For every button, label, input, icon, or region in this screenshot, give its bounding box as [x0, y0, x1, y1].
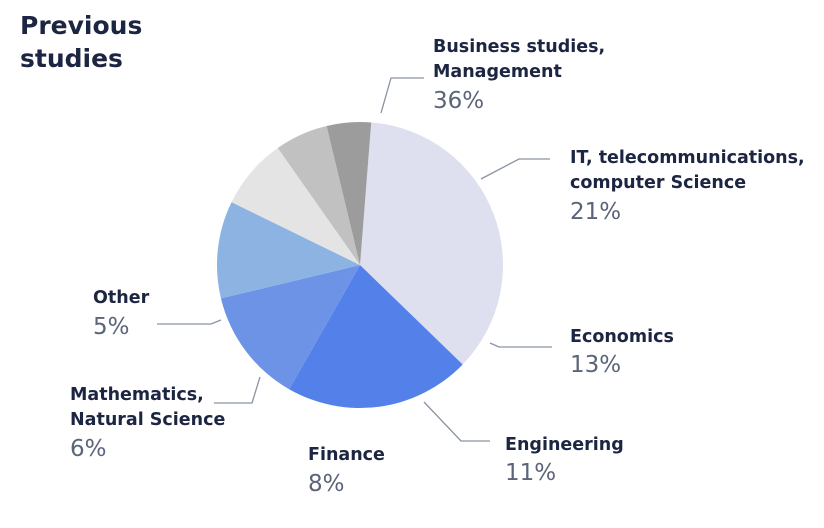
leader-line-economics	[489, 342, 552, 348]
slice-label-it-line-1: IT, telecommunications,	[570, 148, 805, 168]
pie-slices	[216, 121, 504, 408]
chart-title-line-2: studies	[20, 44, 123, 73]
slice-value-economics: 13%	[570, 352, 621, 378]
leader-lines	[157, 77, 552, 442]
slice-label-it-line-2: computer Science	[570, 173, 746, 193]
slice-label-finance: Finance	[308, 445, 385, 465]
pie-slice-economics	[220, 265, 360, 390]
pie-slice-business	[360, 122, 504, 365]
leader-line-it	[480, 158, 550, 180]
slice-label-business-line-2: Management	[433, 62, 562, 82]
pie-slice-mathematics	[277, 125, 360, 265]
slice-label-mathematics-line-2: Natural Science	[70, 410, 225, 430]
pie-slice-other	[326, 121, 372, 265]
slice-label-economics: Economics	[570, 327, 674, 347]
pie-slice-finance	[231, 148, 360, 265]
chart-title-line-1: Previous	[20, 11, 142, 40]
slice-value-it: 21%	[570, 199, 621, 225]
slice-labels: Business studies, Management 36% IT, teleco…	[70, 37, 805, 497]
slice-label-engineering: Engineering	[505, 435, 624, 455]
pie-slice-it	[289, 265, 463, 408]
leader-line-business	[380, 77, 424, 114]
slice-value-finance: 8%	[308, 471, 345, 497]
slice-value-engineering: 11%	[505, 460, 556, 486]
slice-label-business-line-1: Business studies,	[433, 37, 605, 57]
leader-line-engineering	[423, 401, 490, 442]
slice-value-other: 5%	[93, 314, 130, 340]
slice-label-other: Other	[93, 288, 150, 308]
leader-line-other	[157, 319, 222, 325]
slice-value-mathematics: 6%	[70, 436, 107, 462]
chart-title: Previous studies	[20, 11, 142, 73]
slice-label-mathematics-line-1: Mathematics,	[70, 385, 204, 405]
leader-line-mathematics	[214, 376, 261, 404]
pie-slice-engineering	[216, 202, 360, 299]
slice-value-business: 36%	[433, 88, 484, 114]
